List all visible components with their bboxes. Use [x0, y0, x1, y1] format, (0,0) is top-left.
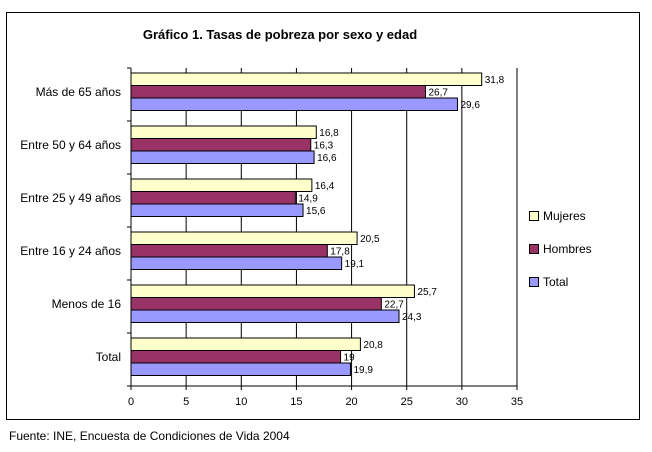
- legend-label-hombres: Hombres: [543, 242, 592, 256]
- data-label: 16,4: [315, 181, 335, 192]
- bar: [130, 203, 304, 217]
- category-label: Más de 65 años: [36, 85, 121, 99]
- legend: Mujeres Hombres Total: [529, 208, 592, 307]
- data-label: 25,7: [417, 287, 437, 298]
- bar: [130, 350, 342, 364]
- x-tick-label: 20: [345, 396, 357, 408]
- bar: [130, 150, 315, 164]
- chart-title: Gráfico 1. Tasas de pobreza por sexo y e…: [142, 27, 418, 42]
- data-label: 16,3: [314, 141, 334, 152]
- legend-item-hombres: Hombres: [529, 241, 592, 257]
- bar: [130, 97, 458, 111]
- legend-label-mujeres: Mujeres: [543, 209, 586, 223]
- bar: [130, 85, 426, 99]
- bar: [130, 337, 361, 351]
- legend-item-mujeres: Mujeres: [529, 208, 592, 224]
- data-label: 22,7: [384, 300, 404, 311]
- data-label: 17,8: [330, 247, 350, 258]
- category-label: Entre 25 y 49 años: [20, 191, 121, 205]
- bar: [130, 309, 400, 323]
- data-label: 19,9: [353, 365, 373, 376]
- bar: [130, 178, 313, 192]
- bar: [130, 125, 317, 139]
- data-label: 26,7: [428, 88, 448, 99]
- legend-swatch-hombres: [529, 244, 539, 254]
- bar: [130, 191, 296, 205]
- bar: [130, 284, 415, 298]
- category-label: Menos de 16: [52, 297, 122, 311]
- data-label: 20,5: [360, 234, 380, 245]
- x-tick-label: 5: [183, 396, 189, 408]
- bar: [130, 72, 483, 86]
- legend-swatch-total: [529, 277, 539, 287]
- data-label: 15,6: [306, 206, 326, 217]
- data-label: 24,3: [402, 312, 422, 323]
- data-label: 16,8: [319, 128, 339, 139]
- data-label: 19,1: [345, 259, 365, 270]
- bar: [130, 138, 312, 152]
- data-label: 19: [344, 353, 356, 364]
- legend-item-total: Total: [529, 274, 592, 290]
- data-label: 20,8: [363, 340, 383, 351]
- x-tick-label: 25: [401, 396, 413, 408]
- bar: [130, 244, 328, 258]
- x-tick-label: 30: [456, 396, 468, 408]
- legend-swatch-mujeres: [529, 211, 539, 221]
- x-tick-label: 10: [235, 396, 247, 408]
- category-label: Entre 16 y 24 años: [20, 244, 121, 258]
- data-label: 29,6: [460, 100, 480, 111]
- data-label: 16,6: [317, 153, 337, 164]
- x-tick-label: 35: [511, 396, 523, 408]
- data-label: 31,8: [485, 75, 505, 86]
- bar: [130, 256, 343, 270]
- x-tick-label: 15: [290, 396, 302, 408]
- bar: [130, 362, 351, 376]
- legend-label-total: Total: [543, 275, 569, 289]
- category-label: Entre 50 y 64 años: [20, 138, 121, 152]
- bar: [130, 231, 358, 245]
- source-note: Fuente: INE, Encuesta de Condiciones de …: [9, 429, 290, 443]
- bar: [130, 297, 382, 311]
- data-label: 14,9: [298, 194, 318, 205]
- category-label: Total: [96, 350, 121, 364]
- x-tick-label: 0: [128, 396, 134, 408]
